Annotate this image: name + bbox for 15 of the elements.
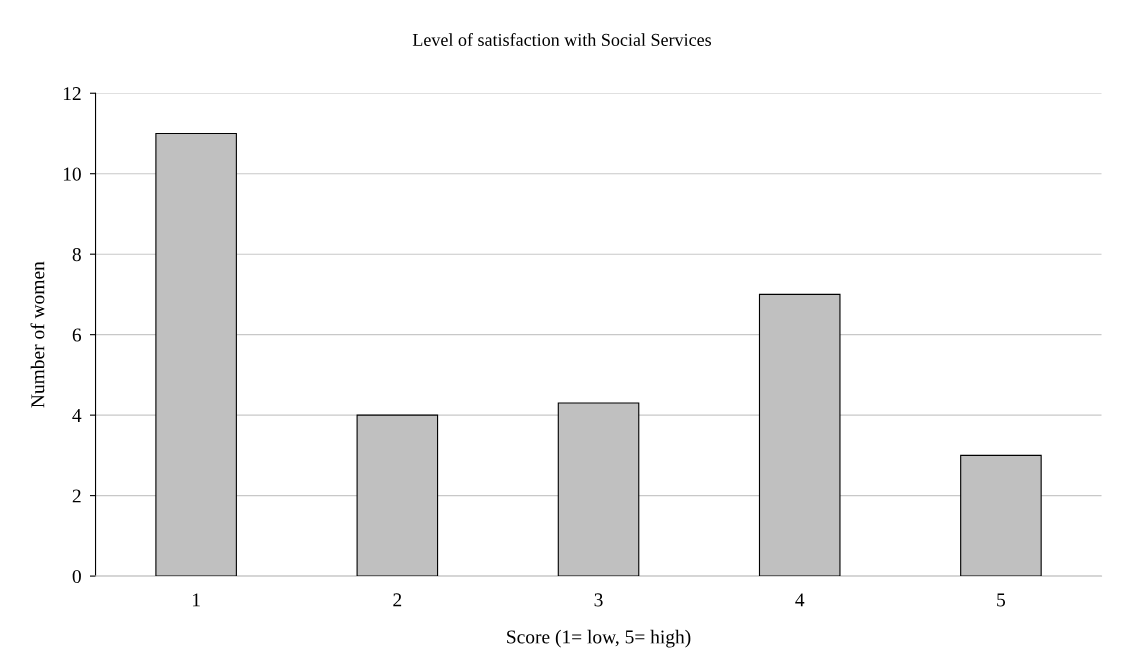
x-axis-title: Score (1= low, 5= high) [507, 629, 691, 648]
x-tick-label: 5 [997, 593, 1006, 607]
y-tick-label: 12 [63, 87, 81, 100]
x-tick-label: 1 [192, 593, 200, 607]
x-tick-label: 2 [393, 593, 402, 607]
x-tick-label: 3 [594, 593, 603, 607]
y-tick-label: 6 [72, 328, 82, 342]
y-tick-label: 8 [72, 248, 81, 262]
y-tick-label: 2 [72, 489, 81, 503]
y-tick-label: 0 [72, 569, 81, 584]
y-axis-title: Number of women [30, 261, 45, 408]
y-tick-label: 10 [63, 167, 81, 181]
x-tick-label: 4 [795, 593, 805, 607]
y-tick-label: 4 [72, 409, 82, 422]
chart-title: Level of satisfaction with Social Services [412, 33, 712, 47]
